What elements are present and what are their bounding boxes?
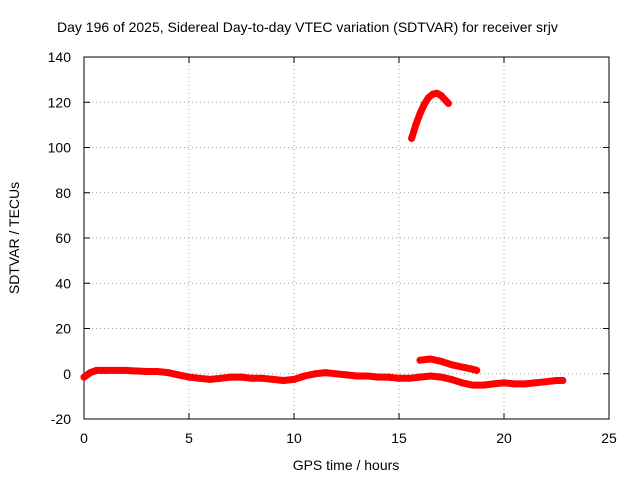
data-point [301, 372, 308, 380]
data-point [437, 92, 445, 99]
data-point [217, 374, 224, 382]
data-point [154, 368, 161, 375]
x-tick-label: 15 [391, 430, 407, 446]
y-axis-label: SDTVAR / TECUs [6, 182, 22, 294]
chart-title: Day 196 of 2025, Sidereal Day-to-day VTE… [57, 19, 558, 35]
data-point [385, 373, 392, 381]
data-point [532, 379, 539, 387]
data-point [185, 373, 193, 381]
data-point [490, 380, 497, 388]
data-point [458, 379, 466, 387]
data-point [408, 134, 416, 142]
data-point [112, 366, 119, 374]
data-point [164, 369, 172, 377]
y-tick-label: 100 [48, 140, 72, 156]
y-tick-label: 140 [48, 49, 72, 65]
x-tick-label: 10 [286, 430, 302, 446]
data-point [311, 370, 319, 378]
y-axis-ticks: -20 0 20 40 60 80 100 120 140 [48, 49, 609, 427]
data-point [93, 366, 101, 374]
data-point [259, 374, 266, 382]
plot-frame [83, 56, 610, 420]
data-point [416, 356, 424, 364]
data-point [448, 361, 455, 369]
data-point [280, 377, 287, 384]
data-point [469, 381, 476, 389]
series-layer [80, 89, 567, 389]
data-point [353, 372, 361, 380]
data-point [427, 372, 434, 380]
data-point [521, 380, 529, 388]
data-point [269, 375, 277, 383]
y-tick-label: 0 [63, 366, 71, 382]
data-point [511, 380, 518, 388]
y-tick-label: 80 [55, 185, 71, 201]
data-point [437, 357, 445, 365]
data-point [143, 368, 151, 375]
x-tick-label: 25 [601, 430, 617, 446]
data-point [227, 373, 235, 381]
y-tick-label: 20 [55, 321, 71, 337]
x-tick-label: 20 [496, 430, 512, 446]
y-tick-label: 40 [55, 275, 71, 291]
data-point [122, 366, 130, 374]
data-point [332, 370, 340, 378]
data-point [290, 375, 298, 383]
data-point [86, 369, 94, 377]
x-axis-ticks: 0 5 10 15 20 25 [80, 57, 617, 446]
data-point [101, 366, 109, 374]
data-point [420, 101, 428, 108]
data-point [133, 367, 140, 375]
data-point [416, 373, 424, 381]
data-point [458, 363, 466, 371]
data-point [175, 371, 182, 379]
x-tick-label: 5 [185, 430, 193, 446]
data-point [238, 373, 245, 381]
x-axis-label: GPS time / hours [293, 457, 400, 473]
data-point [364, 372, 371, 380]
y-tick-label: 60 [55, 230, 71, 246]
data-point [343, 371, 350, 379]
data-point [427, 355, 434, 363]
data-point [542, 378, 550, 386]
data-point [196, 374, 203, 382]
data-point [248, 374, 256, 382]
data-point [479, 381, 487, 389]
data-point [80, 373, 88, 381]
grid [84, 57, 609, 419]
data-point [416, 110, 424, 118]
data-point [500, 379, 508, 387]
x-tick-label: 0 [80, 430, 88, 446]
data-point [437, 373, 445, 381]
data-point [412, 121, 420, 129]
data-point [374, 373, 382, 381]
data-point [444, 99, 452, 107]
data-point [206, 375, 214, 383]
data-point [406, 374, 413, 382]
y-tick-label: 120 [48, 94, 72, 110]
data-point [322, 369, 329, 377]
data-point [553, 377, 560, 384]
data-point [448, 375, 455, 383]
y-tick-label: -20 [51, 411, 71, 427]
data-point [395, 374, 403, 382]
data-point [473, 366, 481, 374]
data-point [559, 377, 567, 384]
